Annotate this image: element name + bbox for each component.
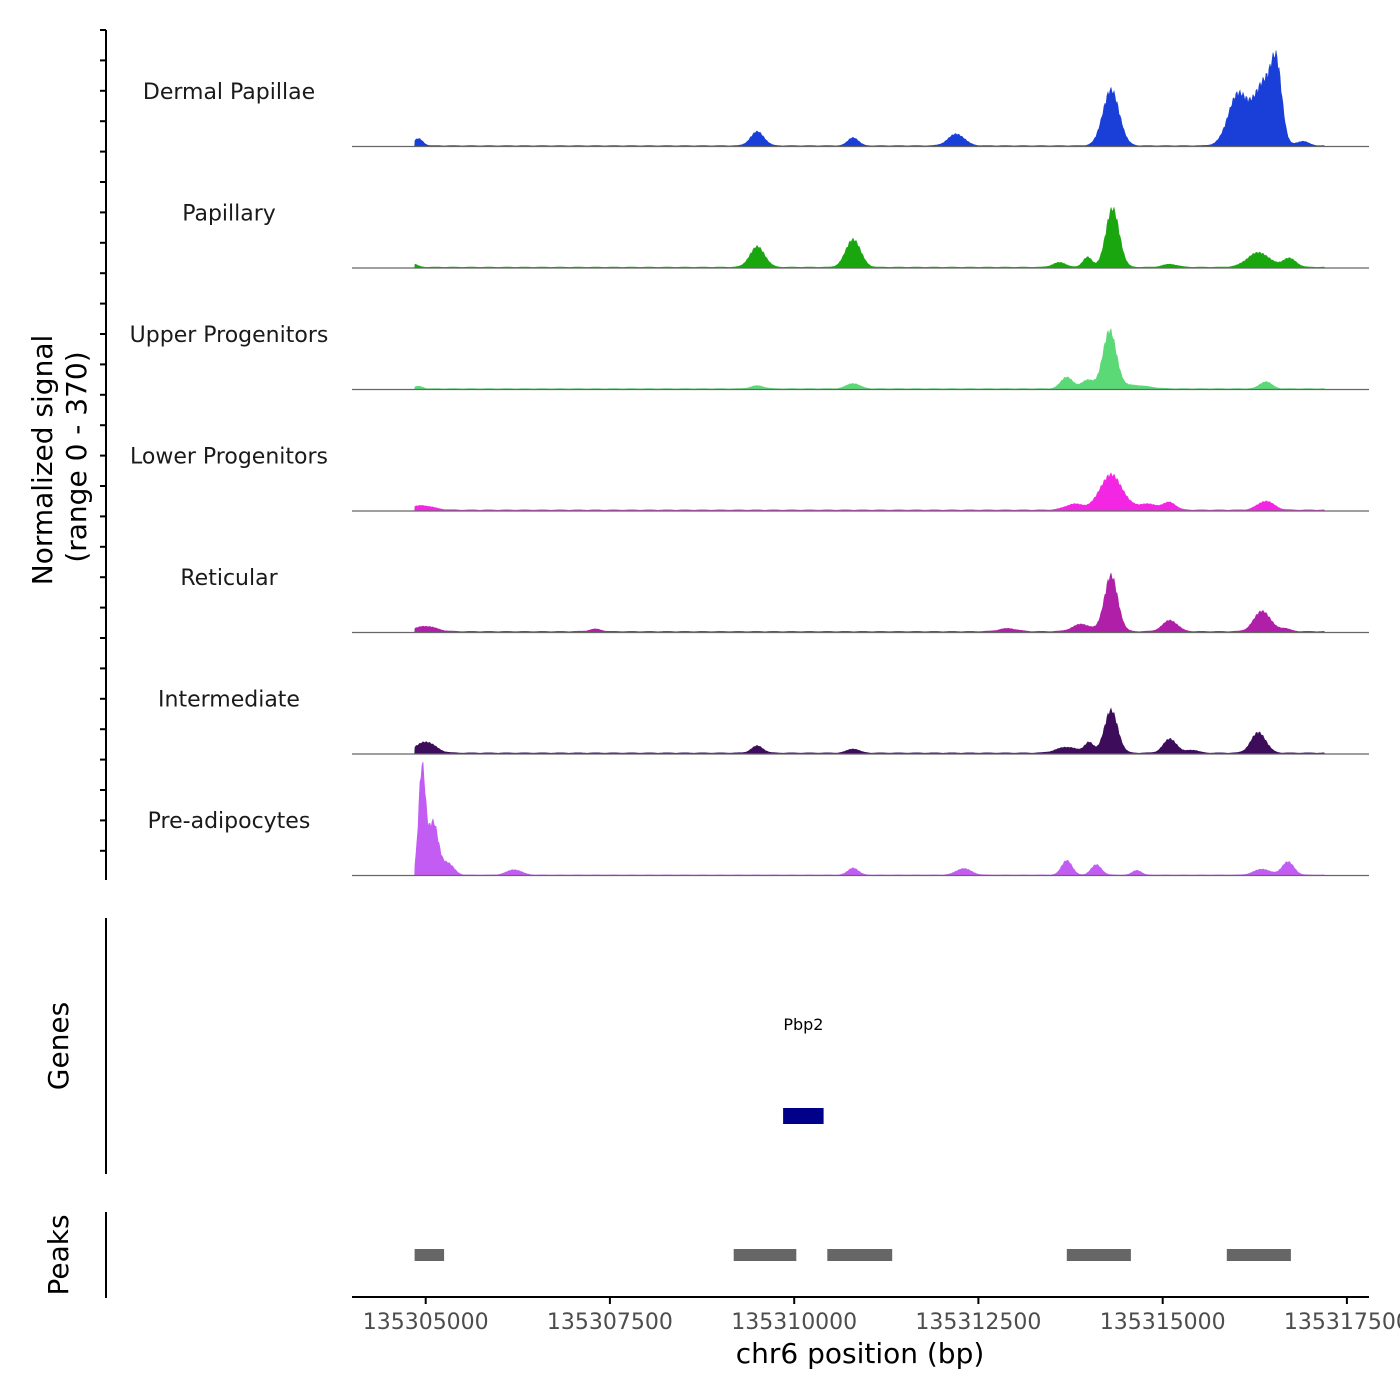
peaks-track	[414, 1249, 1291, 1261]
gene-body	[783, 1108, 824, 1124]
track-label: Reticular	[180, 566, 278, 591]
y-axis-title: Normalized signal	[26, 335, 59, 586]
x-tick-label: 135317500	[1284, 1310, 1400, 1335]
coverage-area	[414, 472, 1326, 512]
track-label: Dermal Papillae	[143, 80, 315, 105]
x-axis-title: chr6 position (bp)	[736, 1337, 985, 1370]
track-label: Pre-adipocytes	[148, 809, 311, 834]
coverage-area	[414, 207, 1326, 269]
peak-region	[1226, 1249, 1291, 1261]
track-reticular: Reticular	[180, 566, 1369, 634]
peak-region	[733, 1249, 797, 1261]
peak-region	[1066, 1249, 1131, 1261]
track-upper-progenitors: Upper Progenitors	[130, 323, 1369, 391]
x-axis-ticks: 135305000 135307500 135310000 135312500 1353…	[363, 1297, 1400, 1335]
coverage-area	[414, 328, 1326, 390]
coverage-area	[414, 50, 1326, 147]
track-lower-progenitors: Lower Progenitors	[130, 445, 1369, 512]
track-label: Papillary	[182, 202, 276, 227]
track-label: Upper Progenitors	[130, 323, 329, 348]
coverage-tracks: Dermal Papillae Papillary Upper Progenitor…	[130, 50, 1369, 877]
coverage-area	[414, 572, 1326, 633]
x-tick-label: 135315000	[1100, 1310, 1226, 1335]
x-tick-label: 135307500	[547, 1310, 673, 1335]
y-axis-range: (range 0 - 370)	[60, 351, 93, 562]
track-papillary: Papillary	[182, 202, 1369, 269]
peaks-panel-title: Peaks	[42, 1214, 75, 1295]
coverage-area	[414, 707, 1326, 755]
x-tick-label: 135305000	[363, 1310, 489, 1335]
x-tick-label: 135312500	[915, 1310, 1041, 1335]
gene-label: Pbp2	[783, 1015, 823, 1034]
track-intermediate: Intermediate	[158, 688, 1369, 755]
genes-panel-title: Genes	[42, 1002, 75, 1090]
peak-region	[414, 1249, 445, 1261]
coverage-y-ticks	[100, 29, 106, 852]
track-label: Intermediate	[158, 688, 300, 713]
coverage-area	[414, 761, 1326, 876]
track-dermal-papillae: Dermal Papillae	[143, 50, 1369, 148]
track-pre-adipocytes: Pre-adipocytes	[148, 761, 1369, 877]
peak-region	[827, 1249, 893, 1261]
genes-track: Pbp2	[783, 1015, 824, 1124]
x-tick-label: 135310000	[731, 1310, 857, 1335]
track-label: Lower Progenitors	[130, 445, 328, 470]
